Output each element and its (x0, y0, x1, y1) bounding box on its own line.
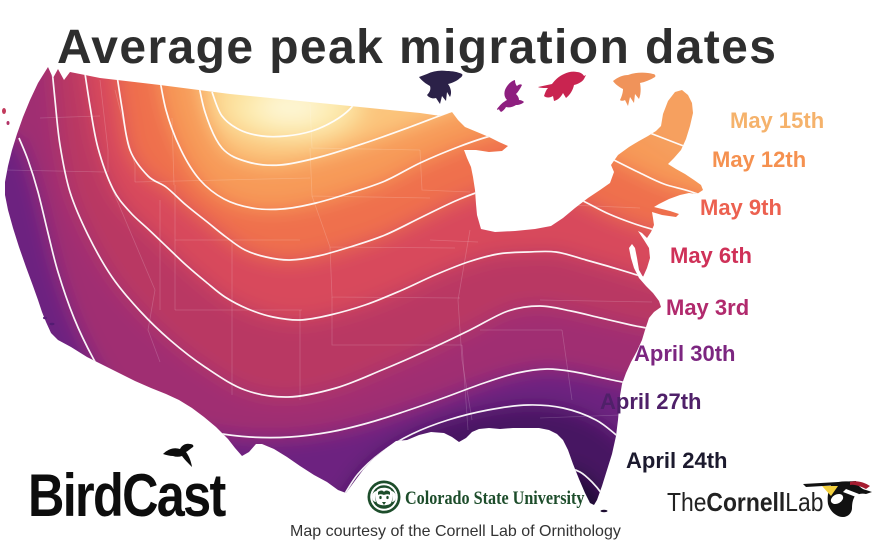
svg-text:Average peak migration dates: Average peak migration dates (57, 21, 777, 74)
